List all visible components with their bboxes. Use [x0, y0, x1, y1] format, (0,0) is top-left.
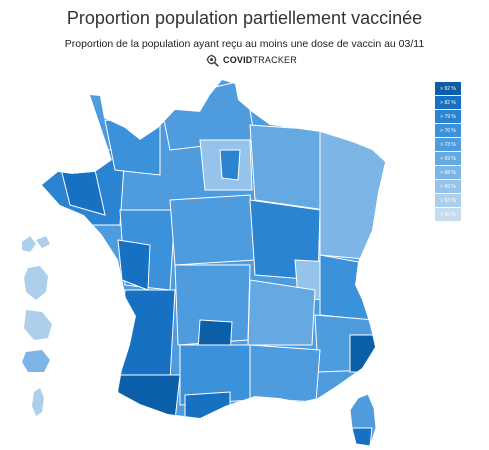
legend-item: > 76 % [435, 124, 461, 137]
legend-label: > 92 % [440, 85, 456, 92]
legend-item: > 68 % [435, 166, 461, 179]
legend-item: > 60 % [435, 208, 461, 221]
guyane [24, 310, 52, 340]
page-title: Proportion population partiellement vacc… [66, 8, 423, 28]
martinique [24, 266, 48, 300]
legend-label: > 76 % [440, 127, 456, 134]
legend-item: > 79 % [435, 110, 461, 123]
legend-item: > 69 % [435, 152, 461, 165]
legend-label: > 68 % [440, 169, 456, 176]
legend-item: > 73 % [435, 138, 461, 151]
page-subtitle: Proportion de la population ayant reçu a… [64, 38, 425, 50]
legend-label: > 69 % [440, 155, 456, 162]
legend-item: > 63 % [435, 194, 461, 207]
metropole [42, 80, 385, 418]
legend-label: > 66 % [440, 183, 456, 190]
france-choropleth-map [22, 80, 385, 447]
legend-label: > 73 % [440, 141, 456, 148]
legend-label: > 79 % [440, 113, 456, 120]
guadeloupe [22, 236, 50, 252]
mayotte [32, 388, 44, 416]
corse [349, 393, 377, 447]
legend-item: > 66 % [435, 180, 461, 193]
legend-item: > 82 % [435, 96, 461, 109]
color-legend: > 92 % > 82 % > 79 % > 76 % > 73 % > 69 % > 68… [435, 82, 461, 222]
brand-covidtracker[interactable]: COVIDTRACKER [206, 53, 297, 67]
legend-label: > 63 % [440, 197, 456, 204]
brand-name: COVIDTRACKER [223, 55, 297, 65]
legend-item: > 92 % [435, 82, 461, 95]
virus-search-icon [206, 54, 219, 67]
legend-label: > 60 % [440, 211, 456, 218]
reunion [22, 350, 50, 372]
legend-label: > 82 % [440, 99, 456, 106]
